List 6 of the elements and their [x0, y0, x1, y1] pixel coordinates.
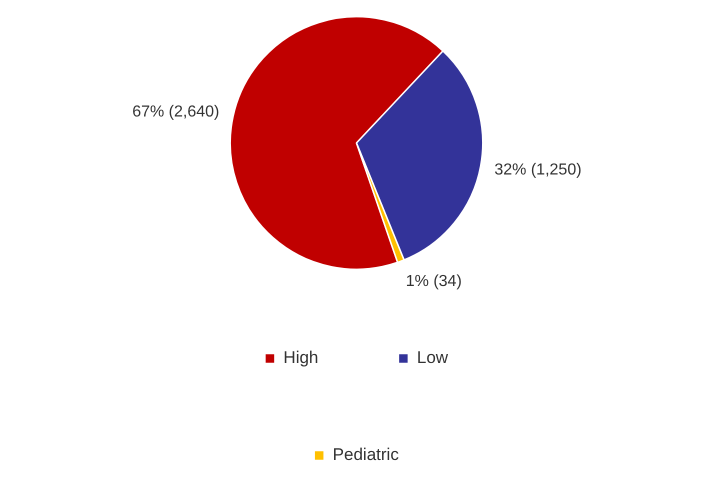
data-label: 67% (2,640) — [132, 103, 220, 120]
data-label: 32% (1,250) — [494, 162, 582, 179]
legend-label: Pediatric — [332, 445, 400, 464]
legend-label: High — [283, 348, 318, 368]
legend-label: Low — [416, 348, 449, 368]
data-label: 1% (34) — [406, 273, 462, 290]
